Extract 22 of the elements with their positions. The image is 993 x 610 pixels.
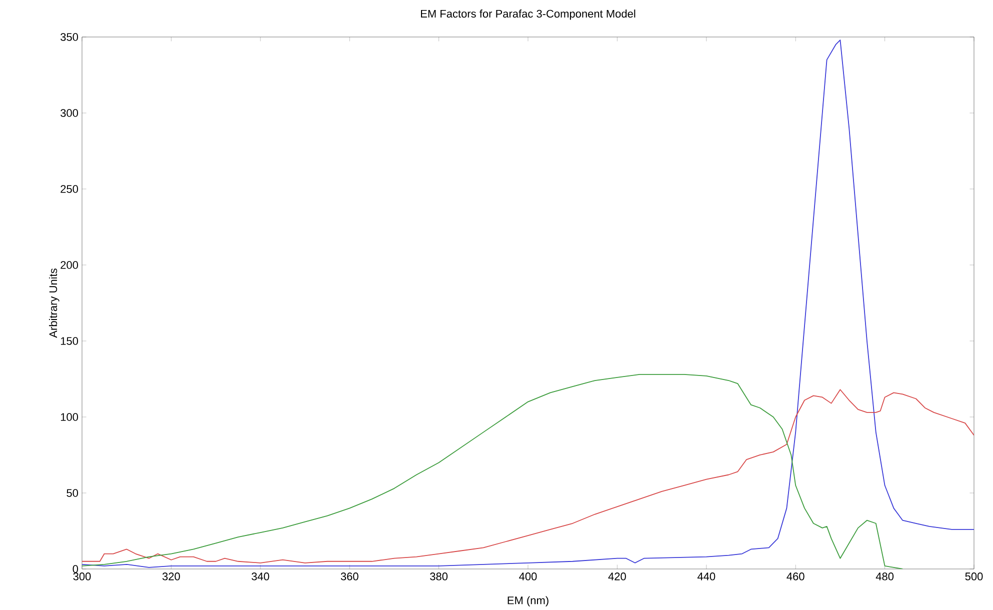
y-tick-label: 100: [60, 413, 78, 421]
x-tick-label: 480: [876, 572, 894, 580]
x-tick-label: 340: [252, 572, 270, 580]
x-tick-label: 300: [73, 572, 91, 580]
y-tick-label: 0: [72, 565, 78, 573]
y-tick-label: 200: [60, 261, 78, 269]
y-tick-label: 50: [66, 489, 78, 497]
x-tick-label: 360: [340, 572, 358, 580]
y-tick-label: 250: [60, 185, 78, 193]
y-tick-label: 300: [60, 109, 78, 117]
x-tick-label: 380: [430, 572, 448, 580]
y-tick-label: 350: [60, 33, 78, 41]
x-tick-label: 500: [965, 572, 983, 580]
x-tick-label: 460: [786, 572, 804, 580]
x-tick-label: 440: [697, 572, 716, 580]
x-tick-label: 320: [162, 572, 180, 580]
y-tick-label: 150: [60, 337, 78, 345]
y-axis-title: Arbitrary Units: [49, 268, 60, 338]
x-tick-label: 400: [519, 572, 537, 580]
x-axis-title: EM (nm): [508, 596, 548, 606]
chart-title: EM Factors for Parafac 3-Component Model: [421, 10, 636, 20]
x-tick-label: 420: [608, 572, 626, 580]
